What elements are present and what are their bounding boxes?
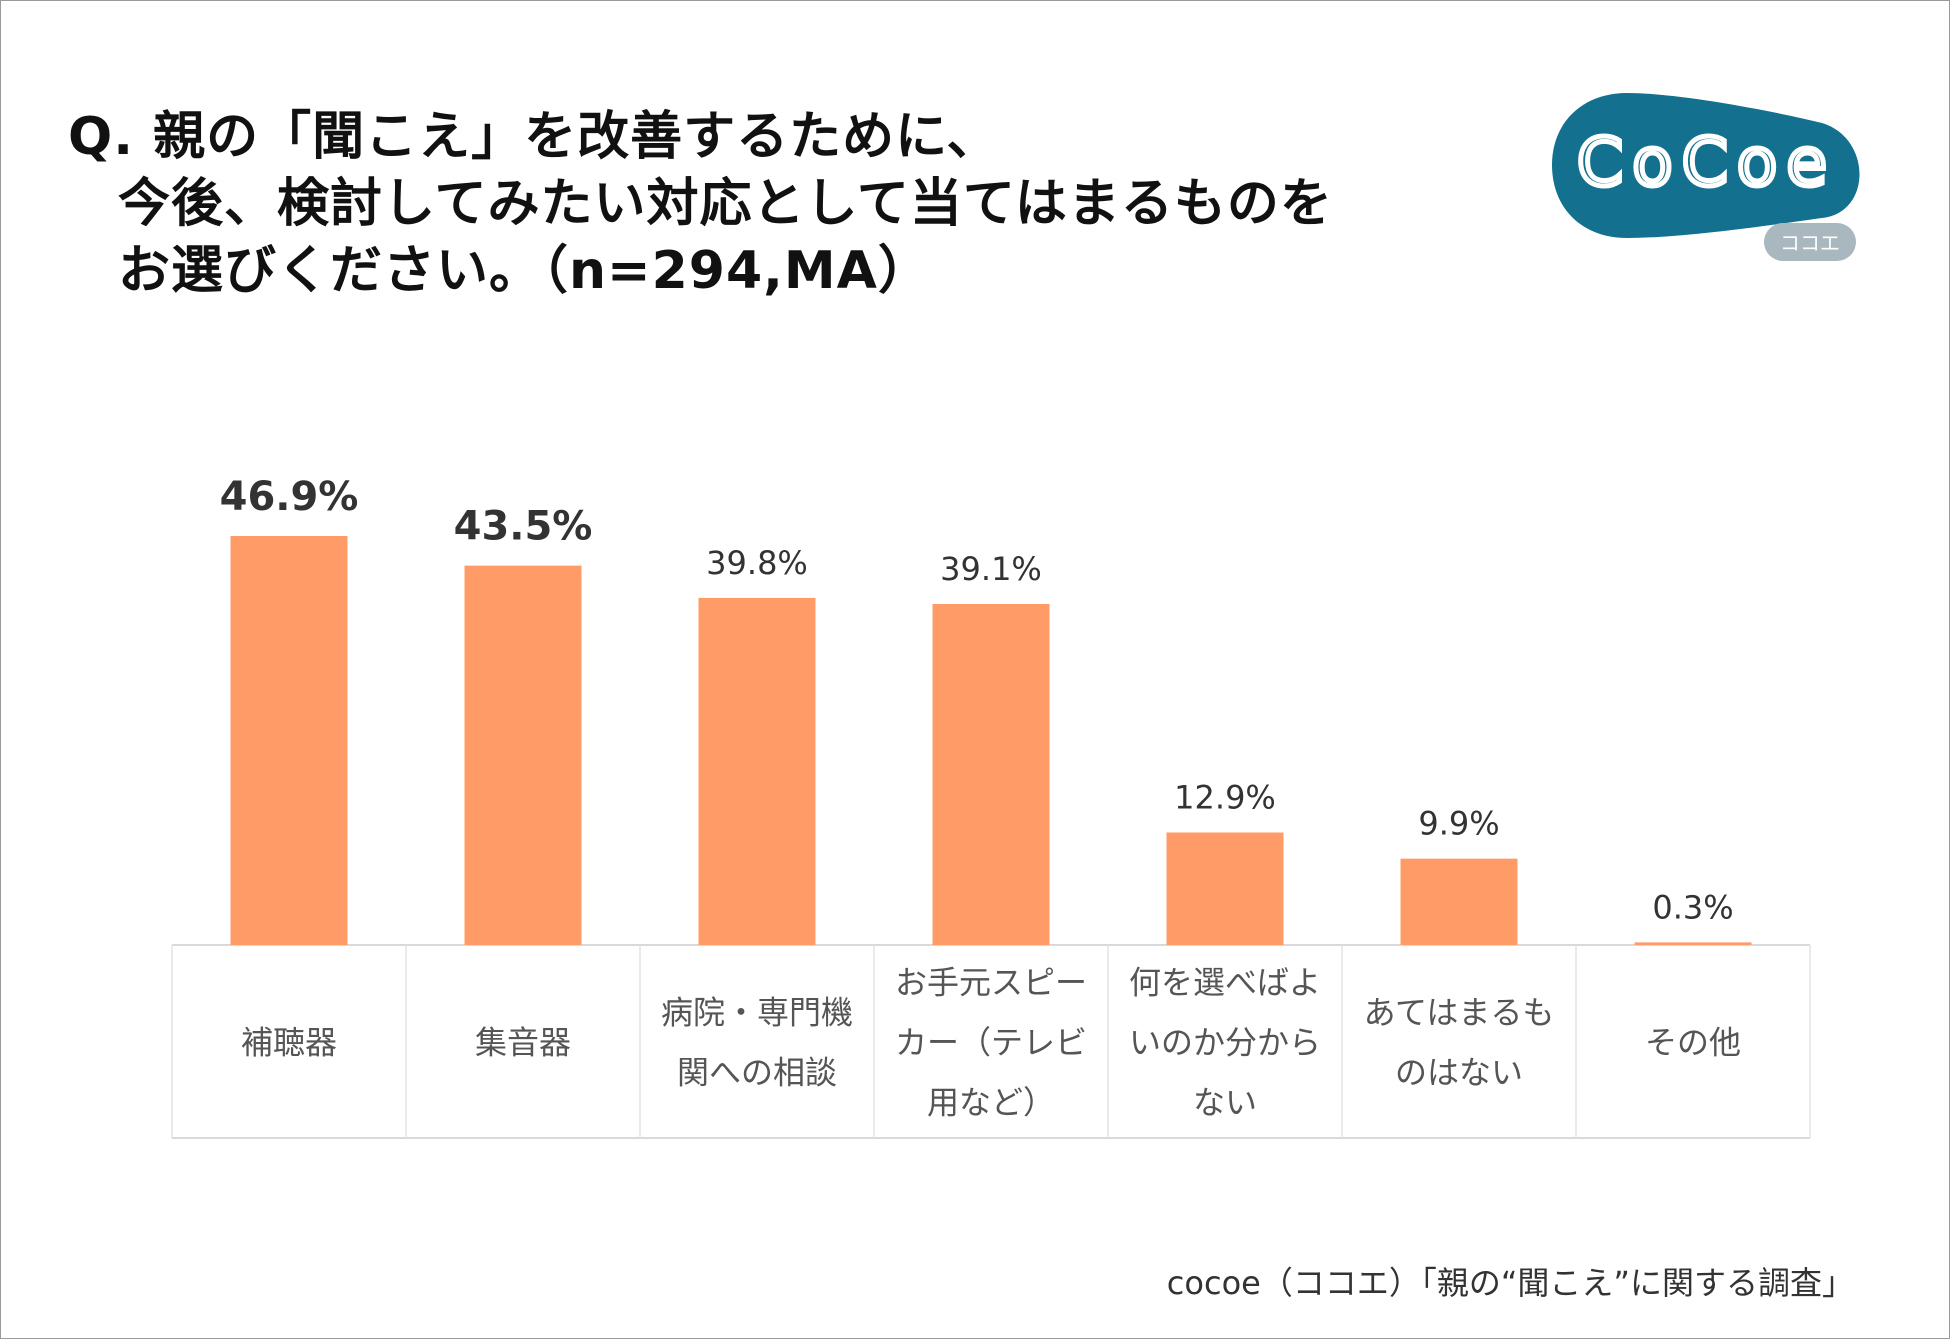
category-label: カー（テレビ [895, 1024, 1087, 1062]
bar [464, 565, 582, 945]
bar [932, 604, 1050, 945]
source-footer: cocoe（ココエ）「親の“聞こえ”に関する調査」 [1166, 1264, 1854, 1302]
data-label: 0.3% [1652, 888, 1733, 926]
data-label: 9.9% [1418, 805, 1499, 843]
category-label: その他 [1645, 1024, 1741, 1062]
category-label: ない [1193, 1084, 1257, 1122]
svg-text:ココエ: ココエ [1780, 231, 1840, 255]
category-label: 補聴器 [241, 1024, 337, 1062]
category-label: 関への相談 [677, 1054, 837, 1092]
data-label: 46.9% [220, 474, 359, 520]
category-label: 用など） [927, 1084, 1055, 1122]
bar [698, 597, 816, 945]
bar [230, 536, 348, 945]
category-label: いのか分から [1129, 1024, 1321, 1062]
title-line-2: 今後、検討してみたい対応として当てはまるものを [118, 174, 1333, 234]
data-label: 39.8% [706, 544, 808, 582]
category-label: 病院・専門機 [661, 994, 853, 1032]
category-label: 集音器 [475, 1024, 571, 1062]
svg-text:CoCoe: CoCoe [1577, 124, 1827, 201]
cocoe-logo: CoCoe ココエ [1552, 93, 1860, 261]
data-label: 39.1% [940, 550, 1042, 588]
category-label: のはない [1395, 1054, 1523, 1092]
title-line-3: お選びください。（n=294,MA） [118, 241, 931, 301]
bar [1400, 858, 1518, 945]
bar [1166, 832, 1284, 945]
data-label: 12.9% [1174, 779, 1276, 817]
bar [1634, 942, 1752, 945]
category-label: お手元スピー [895, 964, 1087, 1002]
category-label: あてはまるも [1364, 994, 1555, 1032]
title-line-1: Q. 親の「聞こえ」を改善するために、 [68, 107, 1000, 167]
category-label: 何を選べばよ [1129, 964, 1321, 1002]
data-label: 43.5% [454, 504, 593, 550]
question-title: Q. 親の「聞こえ」を改善するために、 今後、検討してみたい対応として当てはまる… [68, 104, 1333, 305]
